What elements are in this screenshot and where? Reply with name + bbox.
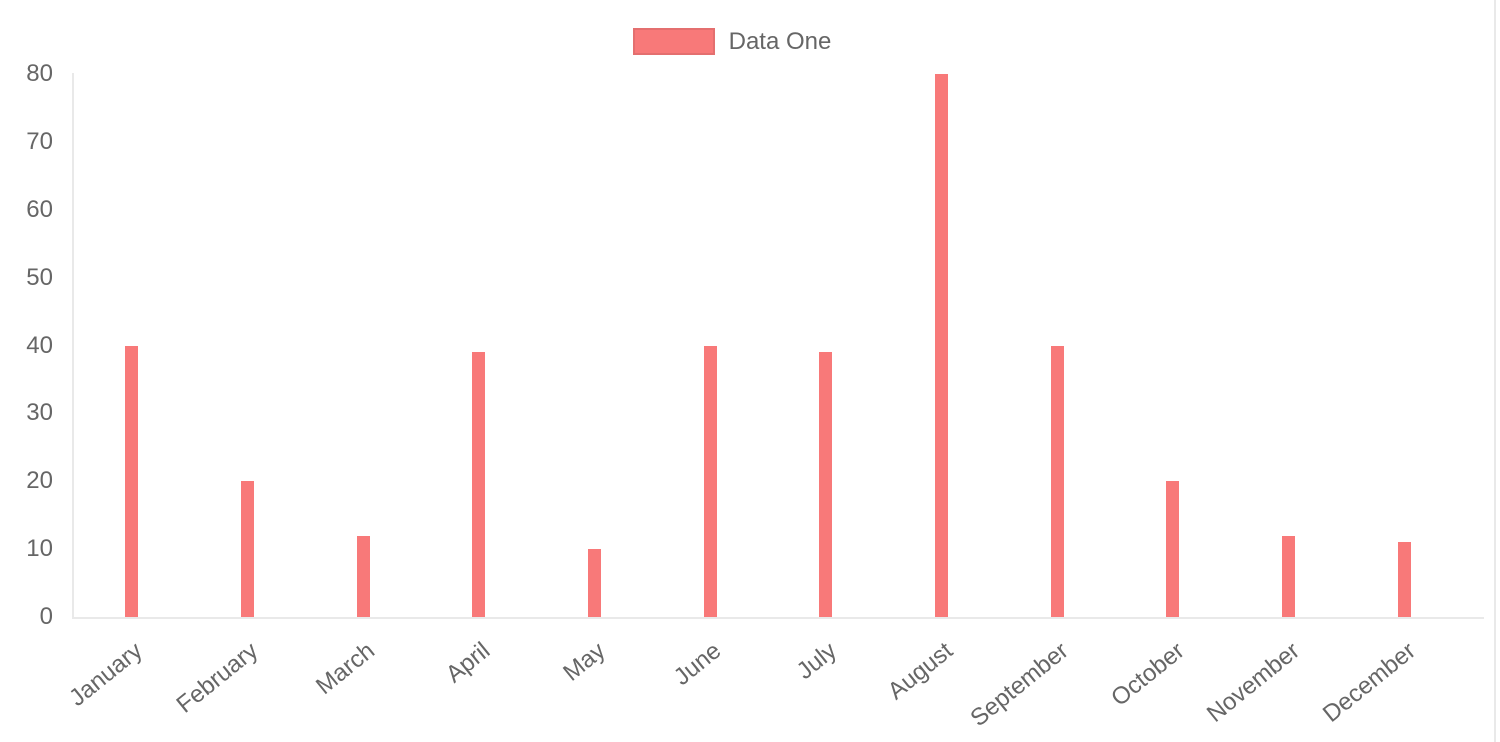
bar-column-january [74,74,190,617]
x-tick-column-december: December [1317,619,1462,742]
x-axis-labels: January February March April May June July Augu… [65,619,1462,742]
y-tick-label-30: 30 [26,399,53,427]
bar-column-february [190,74,306,617]
chart-legend: Data One [0,28,1464,55]
x-tick-column-january: January [65,619,190,742]
bar-april[interactable] [472,352,486,617]
plot-area [74,74,1462,617]
x-tick-label-march: March [310,637,380,701]
x-tick-label-october: October [1105,637,1190,712]
x-tick-label-april: April [440,637,496,689]
bar-column-june [652,74,768,617]
y-axis-ticks: 0 10 20 30 40 50 60 70 80 [0,62,53,629]
bar-column-july [768,74,884,617]
x-tick-label-june: June [668,637,727,691]
x-tick-column-may: May [537,619,653,742]
x-tick-label-january: January [64,637,149,712]
y-tick-label-70: 70 [26,127,53,155]
bar-october[interactable] [1166,481,1180,617]
x-tick-column-september: September [965,619,1115,742]
bar-august[interactable] [935,74,949,617]
bar-january[interactable] [125,345,139,617]
x-tick-label-may: May [558,637,611,687]
bar-february[interactable] [241,481,254,617]
y-tick-label-80: 80 [26,60,53,87]
x-tick-column-june: June [652,619,768,742]
x-tick-column-july: July [768,619,884,742]
bar-column-may [537,74,653,617]
bar-column-october [1115,74,1231,617]
bar-may[interactable] [588,549,602,617]
bar-column-april [421,74,537,617]
y-tick-label-60: 60 [26,195,53,223]
bar-column-august [884,74,1000,617]
x-tick-column-march: March [305,619,421,742]
bar-november[interactable] [1282,535,1296,617]
x-tick-column-april: April [421,619,537,742]
x-tick-label-july: July [791,637,843,685]
y-tick-label-10: 10 [26,535,53,563]
bar-column-march [305,74,421,617]
x-tick-column-november: November [1202,619,1347,742]
legend-label: Data One [728,28,832,55]
bar-column-september [999,74,1115,617]
page-right-border-line [1494,0,1496,742]
bar-july[interactable] [819,352,833,617]
x-axis-line [72,617,1484,619]
bar-december[interactable] [1397,542,1411,617]
x-tick-label-august: August [882,637,958,706]
y-tick-label-20: 20 [26,467,53,495]
y-axis-line [72,73,74,619]
x-tick-column-february: February [172,619,306,742]
legend-swatch [632,28,715,55]
bar-march[interactable] [356,535,370,617]
bar-column-november [1231,74,1347,617]
bar-september[interactable] [1050,345,1064,617]
y-tick-label-40: 40 [26,331,53,359]
legend-item-data-one[interactable]: Data One [632,28,832,55]
y-tick-label-0: 0 [39,603,53,630]
bar-june[interactable] [703,345,717,617]
bar-column-december [1346,74,1462,617]
y-tick-label-50: 50 [26,263,53,291]
x-tick-column-october: October [1106,619,1231,742]
